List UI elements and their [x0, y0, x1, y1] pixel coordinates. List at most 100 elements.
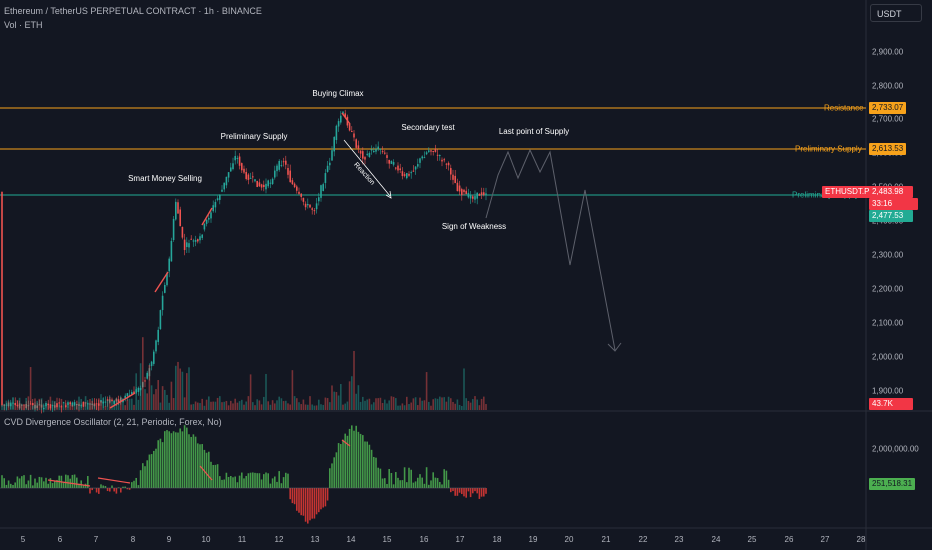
volume-bar	[311, 404, 313, 410]
oscillator-bar	[177, 432, 179, 488]
candle-body	[10, 403, 12, 407]
candle-body	[223, 182, 225, 190]
candle-body	[403, 174, 406, 176]
volume-bar	[199, 403, 201, 410]
candle-body	[142, 382, 144, 388]
oscillator-divergence-line	[97, 477, 131, 484]
volume-bar	[417, 405, 419, 410]
reaction-arrow	[343, 139, 391, 197]
candle-body	[1, 191, 3, 406]
volume-bar	[71, 404, 74, 410]
volume-bar	[225, 400, 228, 410]
candle-body	[3, 404, 5, 406]
candle-body	[307, 204, 309, 206]
candle-body	[483, 192, 485, 195]
candle-body	[14, 403, 16, 406]
volume-bar	[157, 380, 159, 410]
volume-bar	[254, 405, 256, 410]
oscillator-bar	[164, 431, 166, 488]
candle-body	[194, 239, 197, 242]
candle-body	[309, 204, 311, 208]
volume-bar	[439, 396, 441, 410]
volume-bar	[353, 350, 355, 410]
oscillator-bar	[144, 466, 146, 488]
candle-body	[65, 405, 67, 407]
volume-bar	[153, 394, 155, 410]
oscillator-bar	[25, 484, 27, 488]
oscillator-bar	[355, 425, 357, 488]
candle-body	[159, 310, 162, 330]
volume-bar	[190, 404, 192, 410]
time-tick: 12	[274, 535, 284, 544]
oscillator-bar	[472, 488, 474, 494]
oscillator-bar	[282, 477, 285, 488]
oscillator-bar	[346, 435, 349, 488]
oscillator-bar	[212, 465, 214, 488]
prelim-supply-annotation[interactable]: Preliminary Supply	[220, 132, 288, 141]
volume-bar	[291, 370, 294, 410]
oscillator-title[interactable]: CVD Divergence Oscillator (2, 21, Period…	[4, 417, 222, 427]
oscillator-bar	[344, 433, 346, 488]
volume-bar	[331, 385, 333, 410]
time-tick: 17	[455, 535, 465, 544]
volume-bar	[249, 374, 252, 410]
volume-bar	[357, 385, 360, 410]
volume-bar	[282, 401, 285, 410]
smart-money-annotation[interactable]: Smart Money Selling	[128, 174, 202, 183]
time-tick: 9	[166, 535, 172, 544]
volume-bar	[65, 403, 67, 410]
candle-body	[236, 157, 239, 159]
volume-bar	[298, 402, 300, 410]
candle-body	[87, 403, 89, 405]
oscillator-bar	[168, 431, 170, 488]
volume-bar	[232, 403, 234, 410]
volume-bar	[421, 400, 423, 410]
volume-bar	[43, 404, 45, 410]
volume-bar	[188, 367, 190, 410]
candle-body	[219, 195, 221, 200]
oscillator-bar	[291, 488, 294, 504]
oscillator-bar	[157, 440, 159, 488]
oscillator-bar	[111, 485, 113, 488]
volume-bar	[168, 402, 170, 410]
symbol-title[interactable]: Ethereum / TetherUS PERPETUAL CONTRACT ·…	[4, 6, 262, 16]
volume-bar	[271, 400, 274, 410]
oscillator-bar	[408, 467, 410, 488]
volume-bar	[333, 391, 335, 410]
candle-body	[467, 192, 470, 198]
oscillator-bar	[252, 472, 254, 488]
sign-of-weakness-annotation[interactable]: Sign of Weakness	[441, 222, 507, 231]
oscillator-bar	[357, 431, 360, 488]
price-tick: 2,300.00	[872, 250, 904, 260]
currency-selector[interactable]: USDT	[870, 4, 922, 22]
volume-bar	[443, 397, 445, 410]
volume-bar	[181, 371, 184, 410]
candle-body	[428, 150, 430, 152]
volume-indicator-label[interactable]: Vol · ETH	[4, 20, 43, 30]
oscillator-bar	[201, 444, 203, 488]
oscillator-bar	[483, 488, 485, 497]
candle-body	[331, 150, 333, 161]
candle-body	[368, 153, 371, 157]
last-point-annotation[interactable]: Last point of Supply	[498, 127, 570, 136]
oscillator-bar	[276, 481, 278, 488]
candle-body	[45, 402, 47, 407]
volume-bar	[364, 400, 366, 410]
oscillator-bar	[148, 454, 151, 488]
oscillator-bar	[172, 431, 175, 488]
buying-climax-annotation[interactable]: Buying Climax	[312, 89, 364, 98]
oscillator-bar	[359, 433, 362, 488]
volume-bar	[304, 404, 307, 410]
candle-body	[472, 196, 474, 199]
time-tick: 7	[93, 535, 99, 544]
oscillator-bar	[432, 472, 434, 488]
oscillator-bar	[454, 488, 456, 496]
volume-bar	[135, 373, 137, 410]
oscillator-bar	[219, 476, 221, 488]
candle-body	[359, 150, 362, 154]
secondary-test-annotation[interactable]: Secondary test	[401, 123, 455, 132]
oscillator-bar	[78, 483, 80, 488]
oscillator-bar	[194, 436, 197, 488]
candle-body	[263, 184, 265, 188]
